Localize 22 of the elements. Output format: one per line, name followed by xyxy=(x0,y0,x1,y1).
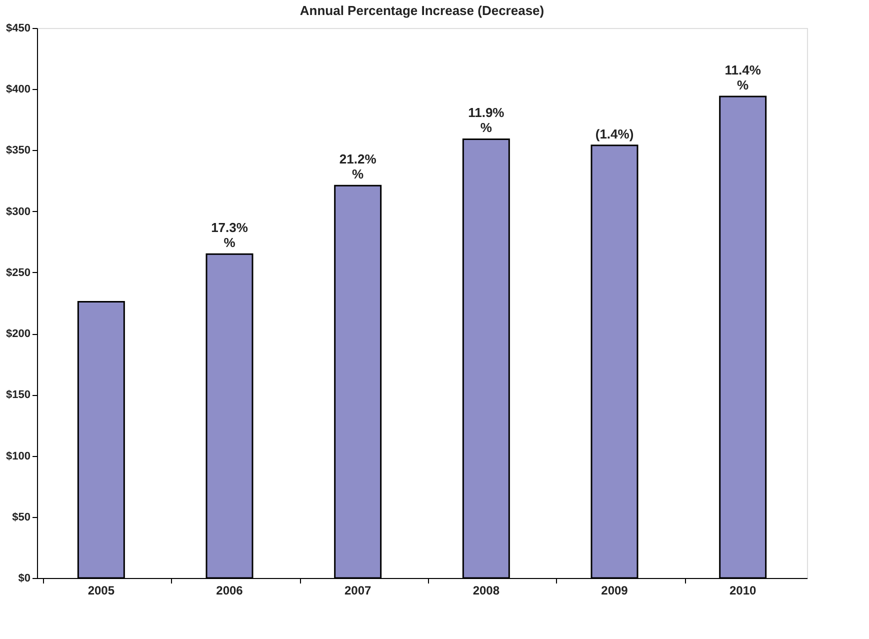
x-tick-label: 2006 xyxy=(216,584,244,598)
annotation: 17.3% % xyxy=(211,220,248,250)
y-tick-label: $100 xyxy=(6,450,30,462)
x-tick-label: 2010 xyxy=(729,584,757,598)
annotation: 11.9% % xyxy=(468,105,505,136)
y-tick-label: $400 xyxy=(6,84,30,96)
y-tick-label: $450 xyxy=(6,22,30,34)
x-tick-label: 2009 xyxy=(601,584,628,598)
y-tick-label: $350 xyxy=(6,144,30,157)
y-tick-label: $50 xyxy=(12,511,30,524)
x-tick-label: 2005 xyxy=(88,584,115,598)
annotation: (1.4%) xyxy=(595,126,634,142)
y-tick-label: $0 xyxy=(18,572,30,584)
y-tick-label: $200 xyxy=(6,328,30,340)
y-tick-label: $150 xyxy=(6,389,30,402)
x-tick-label: 2007 xyxy=(344,584,372,598)
annotation: 11.4% % xyxy=(724,62,762,92)
y-tick-label: $250 xyxy=(6,266,30,279)
y-tick-label: $300 xyxy=(6,206,30,218)
x-tick-label: 2008 xyxy=(472,584,500,598)
annotation: 21.2% % xyxy=(339,152,377,182)
chart-title: Annual Percentage Increase (Decrease) xyxy=(300,3,544,18)
